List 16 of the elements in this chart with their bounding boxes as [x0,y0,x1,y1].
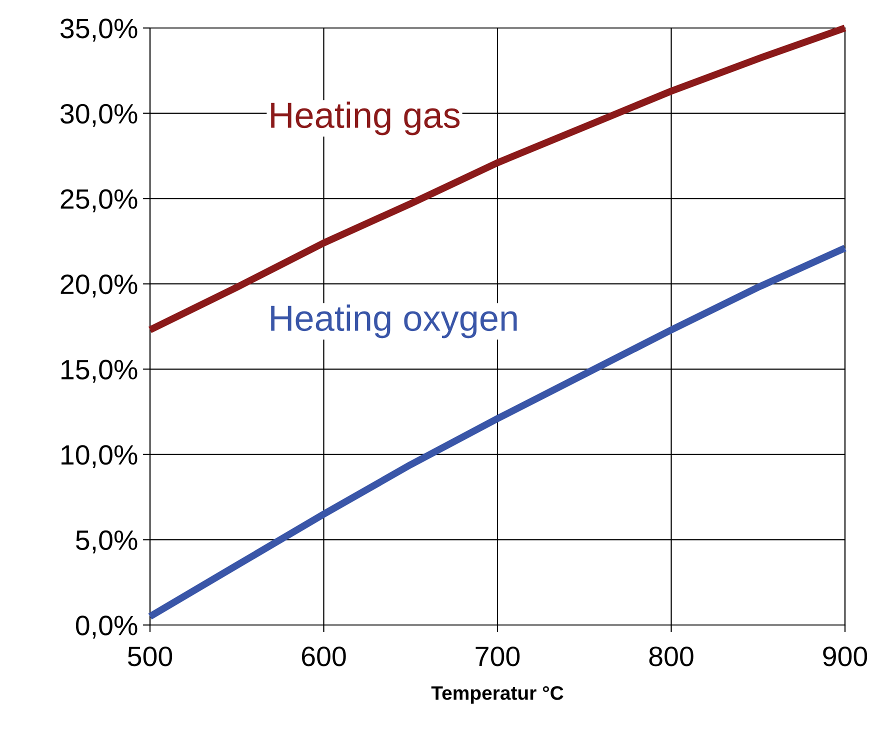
series-label: Heating gas [271,102,460,136]
x-tick-label: 700 [476,646,520,666]
x-tick-label: 800 [649,646,694,666]
y-tick-label: 10,0% [62,445,138,468]
y-tick-label: 15,0% [62,360,138,383]
y-tick-label: 20,0% [60,274,138,298]
series-label: Heating oxygen [271,304,517,338]
x-tick-label: 900 [823,646,868,666]
x-axis-title: Temperatur °C [431,686,564,704]
y-tick-label: 0,0% [76,616,138,639]
y-tick-label: 25,0% [60,189,138,212]
x-tick-label: 600 [302,646,346,666]
y-tick-label: 35,0% [60,18,138,42]
y-tick-label: 30,0% [60,104,138,127]
y-tick-label: 5,0% [76,530,138,554]
x-tick-label: 500 [128,646,172,666]
